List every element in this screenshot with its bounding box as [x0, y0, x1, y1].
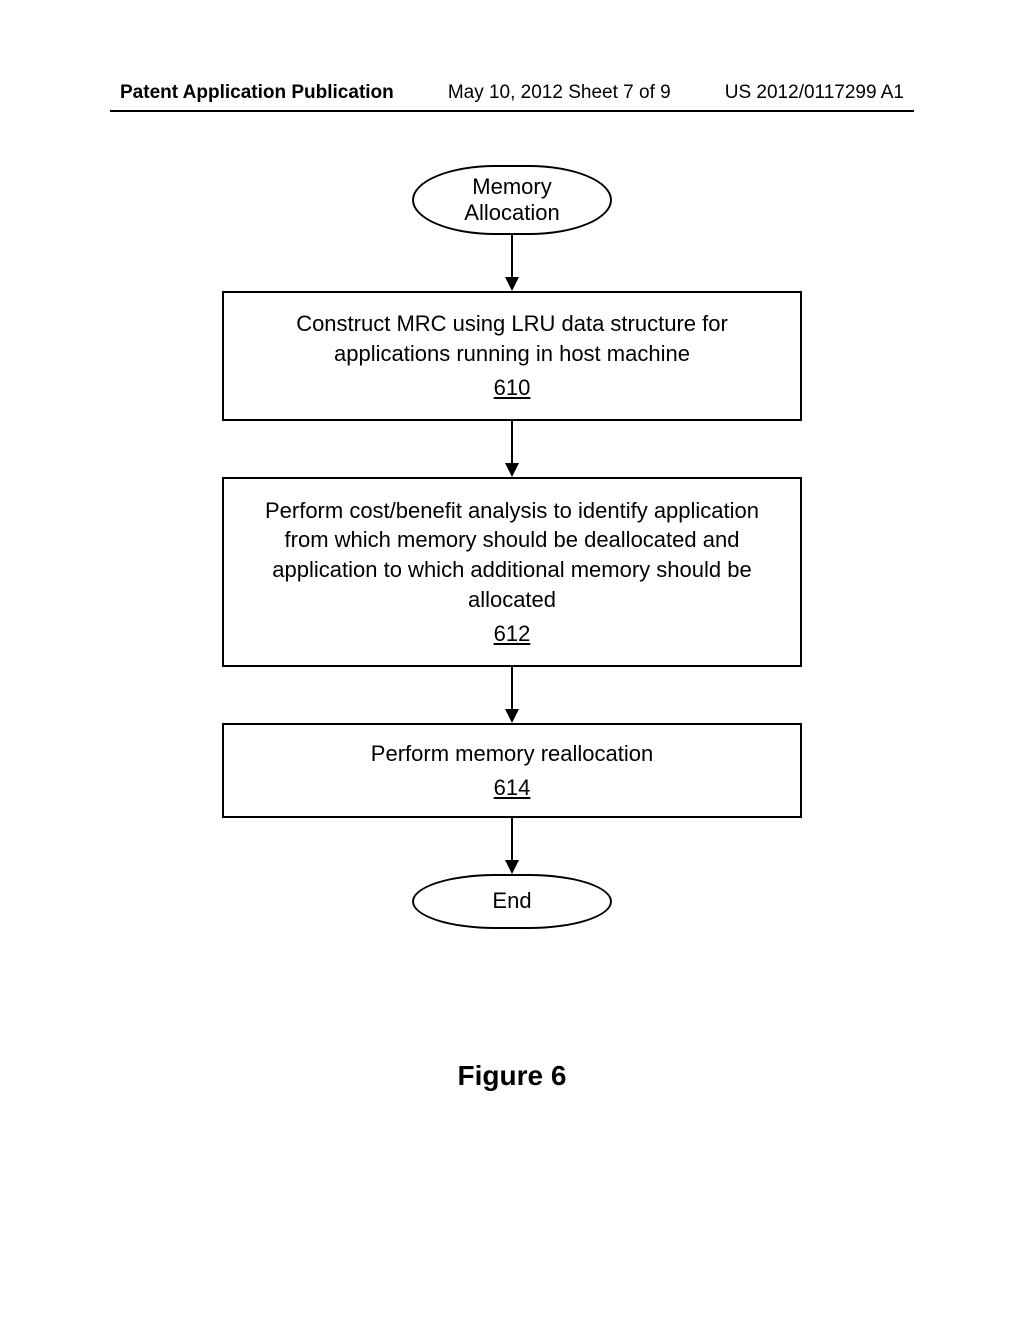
arrow-head-icon — [505, 709, 519, 723]
arrow-line — [511, 421, 513, 463]
process-610-ref: 610 — [494, 373, 531, 403]
arrow-line — [511, 818, 513, 860]
arrow-4 — [505, 818, 519, 874]
end-terminator: End — [412, 874, 612, 929]
arrow-3 — [505, 667, 519, 723]
header-middle: May 10, 2012 Sheet 7 of 9 — [448, 82, 671, 104]
arrow-2 — [505, 421, 519, 477]
process-614-ref: 614 — [494, 773, 531, 803]
start-label: Memory Allocation — [464, 174, 559, 227]
arrow-head-icon — [505, 860, 519, 874]
header-left: Patent Application Publication — [120, 82, 394, 104]
end-label: End — [492, 888, 531, 914]
process-612-text: Perform cost/benefit analysis to identif… — [248, 496, 776, 615]
arrow-line — [511, 667, 513, 709]
process-610: Construct MRC using LRU data structure f… — [222, 291, 802, 421]
figure-label: Figure 6 — [0, 1060, 1024, 1092]
process-612-ref: 612 — [494, 619, 531, 649]
arrow-1 — [505, 235, 519, 291]
process-614-text: Perform memory reallocation — [371, 739, 653, 769]
process-612: Perform cost/benefit analysis to identif… — [222, 477, 802, 667]
arrow-line — [511, 235, 513, 277]
header-rule — [110, 110, 914, 112]
arrow-head-icon — [505, 277, 519, 291]
process-614: Perform memory reallocation 614 — [222, 723, 802, 818]
page-header: Patent Application Publication May 10, 2… — [0, 82, 1024, 104]
start-terminator: Memory Allocation — [412, 165, 612, 235]
process-610-text: Construct MRC using LRU data structure f… — [248, 309, 776, 368]
header-right: US 2012/0117299 A1 — [725, 82, 904, 104]
arrow-head-icon — [505, 463, 519, 477]
flowchart: Memory Allocation Construct MRC using LR… — [0, 165, 1024, 929]
